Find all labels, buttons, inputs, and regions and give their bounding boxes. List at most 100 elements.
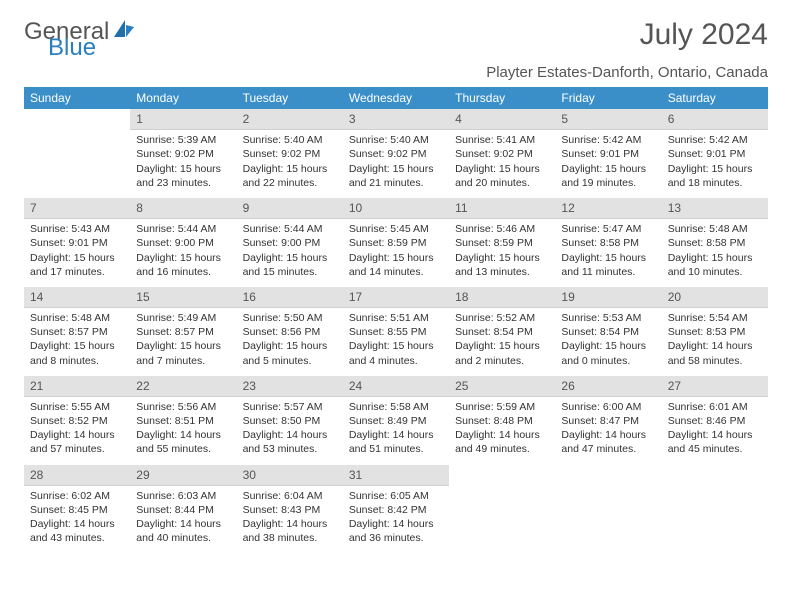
daylight-2: and 40 minutes. bbox=[136, 531, 230, 545]
calendar-cell: 29Sunrise: 6:03 AMSunset: 8:44 PMDayligh… bbox=[130, 464, 236, 552]
sunrise: Sunrise: 5:47 AM bbox=[561, 222, 655, 236]
daylight-1: Daylight: 15 hours bbox=[455, 339, 549, 353]
sunset: Sunset: 8:58 PM bbox=[561, 236, 655, 250]
daylight-2: and 58 minutes. bbox=[668, 354, 762, 368]
day-body: Sunrise: 6:00 AMSunset: 8:47 PMDaylight:… bbox=[555, 397, 661, 463]
day-number: 8 bbox=[130, 198, 236, 219]
sunset: Sunset: 8:57 PM bbox=[136, 325, 230, 339]
calendar-week: 14Sunrise: 5:48 AMSunset: 8:57 PMDayligh… bbox=[24, 286, 768, 375]
calendar-cell: 27Sunrise: 6:01 AMSunset: 8:46 PMDayligh… bbox=[662, 375, 768, 464]
daylight-2: and 5 minutes. bbox=[243, 354, 337, 368]
calendar-cell: 3Sunrise: 5:40 AMSunset: 9:02 PMDaylight… bbox=[343, 109, 449, 197]
day-body: Sunrise: 5:49 AMSunset: 8:57 PMDaylight:… bbox=[130, 308, 236, 374]
calendar-cell: 19Sunrise: 5:53 AMSunset: 8:54 PMDayligh… bbox=[555, 286, 661, 375]
daylight-2: and 17 minutes. bbox=[30, 265, 124, 279]
calendar-cell: 7Sunrise: 5:43 AMSunset: 9:01 PMDaylight… bbox=[24, 197, 130, 286]
calendar-cell: 25Sunrise: 5:59 AMSunset: 8:48 PMDayligh… bbox=[449, 375, 555, 464]
day-body: Sunrise: 5:42 AMSunset: 9:01 PMDaylight:… bbox=[662, 130, 768, 196]
sunrise: Sunrise: 5:57 AM bbox=[243, 400, 337, 414]
day-body: Sunrise: 5:44 AMSunset: 9:00 PMDaylight:… bbox=[130, 219, 236, 285]
calendar-cell: 20Sunrise: 5:54 AMSunset: 8:53 PMDayligh… bbox=[662, 286, 768, 375]
calendar-cell: 2Sunrise: 5:40 AMSunset: 9:02 PMDaylight… bbox=[237, 109, 343, 197]
title-block: July 2024 bbox=[640, 18, 768, 52]
day-body: Sunrise: 5:39 AMSunset: 9:02 PMDaylight:… bbox=[130, 130, 236, 196]
daylight-1: Daylight: 15 hours bbox=[30, 251, 124, 265]
day-body: Sunrise: 5:44 AMSunset: 9:00 PMDaylight:… bbox=[237, 219, 343, 285]
daylight-2: and 13 minutes. bbox=[455, 265, 549, 279]
daylight-2: and 36 minutes. bbox=[349, 531, 443, 545]
sunrise: Sunrise: 5:40 AM bbox=[243, 133, 337, 147]
daylight-1: Daylight: 15 hours bbox=[136, 162, 230, 176]
daylight-1: Daylight: 15 hours bbox=[455, 162, 549, 176]
day-header-row: Sunday Monday Tuesday Wednesday Thursday… bbox=[24, 87, 768, 109]
calendar-cell: 14Sunrise: 5:48 AMSunset: 8:57 PMDayligh… bbox=[24, 286, 130, 375]
calendar-body: 1Sunrise: 5:39 AMSunset: 9:02 PMDaylight… bbox=[24, 109, 768, 552]
sunrise: Sunrise: 5:55 AM bbox=[30, 400, 124, 414]
daylight-2: and 43 minutes. bbox=[30, 531, 124, 545]
daylight-2: and 20 minutes. bbox=[455, 176, 549, 190]
calendar-week: 28Sunrise: 6:02 AMSunset: 8:45 PMDayligh… bbox=[24, 464, 768, 552]
sunrise: Sunrise: 5:53 AM bbox=[561, 311, 655, 325]
daylight-2: and 2 minutes. bbox=[455, 354, 549, 368]
day-body: Sunrise: 6:04 AMSunset: 8:43 PMDaylight:… bbox=[237, 486, 343, 552]
calendar-cell: 30Sunrise: 6:04 AMSunset: 8:43 PMDayligh… bbox=[237, 464, 343, 552]
day-body: Sunrise: 5:48 AMSunset: 8:57 PMDaylight:… bbox=[24, 308, 130, 374]
daylight-1: Daylight: 14 hours bbox=[349, 428, 443, 442]
sunset: Sunset: 8:47 PM bbox=[561, 414, 655, 428]
calendar-cell: 13Sunrise: 5:48 AMSunset: 8:58 PMDayligh… bbox=[662, 197, 768, 286]
day-body: Sunrise: 5:47 AMSunset: 8:58 PMDaylight:… bbox=[555, 219, 661, 285]
calendar-cell bbox=[24, 109, 130, 197]
day-header: Wednesday bbox=[343, 87, 449, 109]
sunrise: Sunrise: 6:01 AM bbox=[668, 400, 762, 414]
day-body: Sunrise: 5:52 AMSunset: 8:54 PMDaylight:… bbox=[449, 308, 555, 374]
day-body: Sunrise: 5:40 AMSunset: 9:02 PMDaylight:… bbox=[237, 130, 343, 196]
sunset: Sunset: 8:58 PM bbox=[668, 236, 762, 250]
day-number: 28 bbox=[24, 465, 130, 486]
daylight-2: and 57 minutes. bbox=[30, 442, 124, 456]
daylight-2: and 10 minutes. bbox=[668, 265, 762, 279]
sunset: Sunset: 8:57 PM bbox=[30, 325, 124, 339]
daylight-2: and 49 minutes. bbox=[455, 442, 549, 456]
daylight-2: and 11 minutes. bbox=[561, 265, 655, 279]
sunset: Sunset: 8:50 PM bbox=[243, 414, 337, 428]
sunrise: Sunrise: 5:42 AM bbox=[561, 133, 655, 147]
daylight-2: and 53 minutes. bbox=[243, 442, 337, 456]
calendar-cell bbox=[449, 464, 555, 552]
daylight-2: and 0 minutes. bbox=[561, 354, 655, 368]
daylight-2: and 23 minutes. bbox=[136, 176, 230, 190]
sunrise: Sunrise: 5:56 AM bbox=[136, 400, 230, 414]
sunset: Sunset: 9:02 PM bbox=[136, 147, 230, 161]
day-number: 10 bbox=[343, 198, 449, 219]
day-body: Sunrise: 5:56 AMSunset: 8:51 PMDaylight:… bbox=[130, 397, 236, 463]
day-header: Thursday bbox=[449, 87, 555, 109]
day-body: Sunrise: 5:57 AMSunset: 8:50 PMDaylight:… bbox=[237, 397, 343, 463]
day-body: Sunrise: 5:42 AMSunset: 9:01 PMDaylight:… bbox=[555, 130, 661, 196]
daylight-1: Daylight: 14 hours bbox=[455, 428, 549, 442]
sunrise: Sunrise: 5:48 AM bbox=[30, 311, 124, 325]
daylight-2: and 51 minutes. bbox=[349, 442, 443, 456]
calendar-cell bbox=[662, 464, 768, 552]
sunset: Sunset: 8:45 PM bbox=[30, 503, 124, 517]
day-number: 24 bbox=[343, 376, 449, 397]
day-header: Sunday bbox=[24, 87, 130, 109]
sunset: Sunset: 8:51 PM bbox=[136, 414, 230, 428]
day-body: Sunrise: 5:54 AMSunset: 8:53 PMDaylight:… bbox=[662, 308, 768, 374]
day-number: 21 bbox=[24, 376, 130, 397]
sunrise: Sunrise: 5:44 AM bbox=[136, 222, 230, 236]
daylight-1: Daylight: 15 hours bbox=[243, 339, 337, 353]
day-number: 26 bbox=[555, 376, 661, 397]
calendar-cell bbox=[555, 464, 661, 552]
calendar-cell: 9Sunrise: 5:44 AMSunset: 9:00 PMDaylight… bbox=[237, 197, 343, 286]
daylight-1: Daylight: 15 hours bbox=[243, 251, 337, 265]
daylight-1: Daylight: 15 hours bbox=[136, 251, 230, 265]
daylight-2: and 15 minutes. bbox=[243, 265, 337, 279]
calendar-week: 7Sunrise: 5:43 AMSunset: 9:01 PMDaylight… bbox=[24, 197, 768, 286]
day-body: Sunrise: 5:48 AMSunset: 8:58 PMDaylight:… bbox=[662, 219, 768, 285]
day-body: Sunrise: 5:53 AMSunset: 8:54 PMDaylight:… bbox=[555, 308, 661, 374]
day-body: Sunrise: 5:41 AMSunset: 9:02 PMDaylight:… bbox=[449, 130, 555, 196]
sunrise: Sunrise: 5:39 AM bbox=[136, 133, 230, 147]
day-number: 2 bbox=[237, 109, 343, 130]
day-number: 19 bbox=[555, 287, 661, 308]
daylight-1: Daylight: 14 hours bbox=[668, 339, 762, 353]
calendar-week: 1Sunrise: 5:39 AMSunset: 9:02 PMDaylight… bbox=[24, 109, 768, 197]
